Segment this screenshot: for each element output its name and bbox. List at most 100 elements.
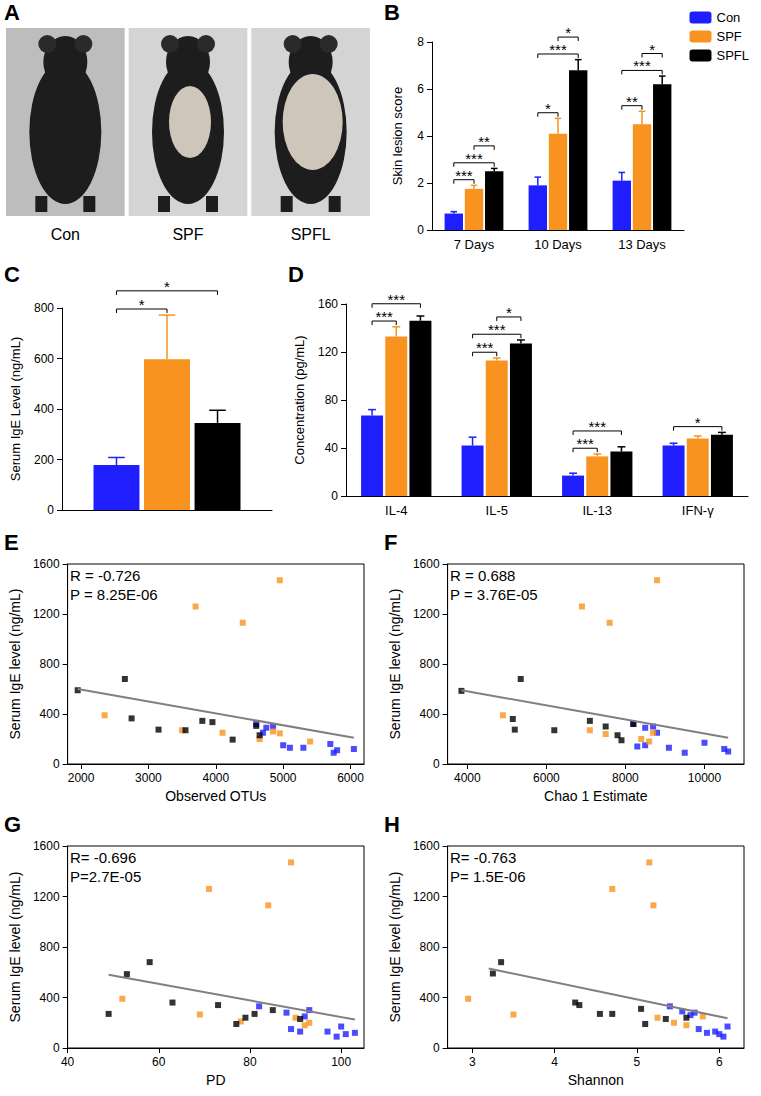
svg-text:7 Days: 7 Days <box>454 237 495 252</box>
svg-text:800: 800 <box>40 657 60 671</box>
svg-text:0: 0 <box>47 503 54 517</box>
svg-text:600: 600 <box>34 352 54 366</box>
svg-text:R = -0.726: R = -0.726 <box>70 567 140 584</box>
svg-text:R = 0.688: R = 0.688 <box>450 567 515 584</box>
svg-text:6000: 6000 <box>533 771 560 785</box>
svg-text:10000: 10000 <box>688 771 722 785</box>
svg-text:13 Days: 13 Days <box>618 237 666 252</box>
svg-text:5000: 5000 <box>270 771 297 785</box>
svg-text:Serum IgE Level (ng/mL): Serum IgE Level (ng/mL) <box>8 337 23 482</box>
svg-text:6: 6 <box>417 82 424 96</box>
svg-text:Skin lesion score: Skin lesion score <box>390 87 405 185</box>
svg-text:Con: Con <box>51 226 80 243</box>
svg-text:8000: 8000 <box>612 771 639 785</box>
svg-text:1600: 1600 <box>33 557 60 571</box>
svg-text:1600: 1600 <box>413 557 440 571</box>
svg-text:***: *** <box>465 150 483 167</box>
svg-text:0: 0 <box>53 1041 60 1055</box>
svg-text:120: 120 <box>318 345 338 359</box>
svg-text:400: 400 <box>40 707 60 721</box>
svg-text:*: * <box>695 414 701 431</box>
svg-text:40: 40 <box>61 1055 75 1069</box>
svg-text:2: 2 <box>417 176 424 190</box>
svg-text:1600: 1600 <box>33 839 60 853</box>
svg-text:3: 3 <box>469 1055 476 1069</box>
svg-text:4000: 4000 <box>202 771 229 785</box>
svg-text:*: * <box>506 304 512 321</box>
svg-text:800: 800 <box>40 940 60 954</box>
svg-text:***: *** <box>576 435 594 452</box>
svg-text:0: 0 <box>53 757 60 771</box>
svg-text:3000: 3000 <box>135 771 162 785</box>
svg-text:*: * <box>649 41 655 58</box>
svg-text:***: *** <box>633 57 651 74</box>
svg-text:Shannon: Shannon <box>568 1072 624 1088</box>
svg-text:800: 800 <box>420 940 440 954</box>
svg-text:P = 3.76E-05: P = 3.76E-05 <box>450 586 538 603</box>
svg-text:***: *** <box>476 339 494 356</box>
svg-text:10 Days: 10 Days <box>534 237 582 252</box>
svg-text:0: 0 <box>433 757 440 771</box>
svg-text:Serum IgE level (ng/mL): Serum IgE level (ng/mL) <box>7 872 23 1023</box>
svg-text:1200: 1200 <box>413 607 440 621</box>
svg-text:SPFL: SPFL <box>716 48 749 63</box>
svg-text:Serum IgE level (ng/mL): Serum IgE level (ng/mL) <box>387 872 403 1023</box>
svg-text:Serum IgE level (ng/mL): Serum IgE level (ng/mL) <box>7 589 23 740</box>
svg-text:SPF: SPF <box>172 226 203 243</box>
svg-text:80: 80 <box>325 393 339 407</box>
svg-text:***: *** <box>375 308 393 325</box>
svg-text:SPF: SPF <box>716 29 741 44</box>
svg-text:Con: Con <box>716 10 740 25</box>
svg-text:*: * <box>139 296 145 313</box>
svg-text:1200: 1200 <box>33 607 60 621</box>
svg-text:IL-5: IL-5 <box>486 503 508 518</box>
svg-text:800: 800 <box>34 301 54 315</box>
svg-text:2000: 2000 <box>68 771 95 785</box>
svg-text:**: ** <box>626 93 638 110</box>
svg-text:0: 0 <box>331 489 338 503</box>
svg-text:***: *** <box>455 167 473 184</box>
svg-text:*: * <box>545 100 551 117</box>
svg-text:80: 80 <box>243 1055 257 1069</box>
svg-text:6000: 6000 <box>337 771 364 785</box>
svg-text:R= -0.696: R= -0.696 <box>70 849 136 866</box>
svg-text:800: 800 <box>420 657 440 671</box>
svg-text:*: * <box>565 24 571 41</box>
svg-text:*: * <box>164 278 170 295</box>
svg-text:6: 6 <box>716 1055 723 1069</box>
svg-text:Serum IgE level (ng/mL): Serum IgE level (ng/mL) <box>387 589 403 740</box>
svg-text:0: 0 <box>417 223 424 237</box>
svg-text:Concentration (pg/mL): Concentration (pg/mL) <box>292 335 307 464</box>
svg-text:160: 160 <box>318 297 338 311</box>
svg-text:60: 60 <box>152 1055 166 1069</box>
svg-text:P= 1.5E-06: P= 1.5E-06 <box>450 868 525 885</box>
svg-text:8: 8 <box>417 35 424 49</box>
svg-text:400: 400 <box>420 707 440 721</box>
svg-text:***: *** <box>549 41 567 58</box>
svg-text:PD: PD <box>206 1072 225 1088</box>
svg-text:40: 40 <box>325 441 339 455</box>
svg-text:400: 400 <box>34 402 54 416</box>
svg-text:IFN-γ: IFN-γ <box>682 503 714 518</box>
svg-text:1200: 1200 <box>33 890 60 904</box>
svg-text:4: 4 <box>417 129 424 143</box>
svg-text:0: 0 <box>433 1041 440 1055</box>
svg-text:***: *** <box>387 291 405 308</box>
svg-text:200: 200 <box>34 453 54 467</box>
svg-text:IL-13: IL-13 <box>582 503 612 518</box>
svg-text:***: *** <box>588 418 606 435</box>
svg-text:Observed OTUs: Observed OTUs <box>165 788 266 804</box>
svg-text:1600: 1600 <box>413 839 440 853</box>
svg-text:100: 100 <box>331 1055 351 1069</box>
svg-text:Chao 1 Estimate: Chao 1 Estimate <box>544 788 648 804</box>
svg-text:5: 5 <box>634 1055 641 1069</box>
svg-text:P = 8.25E-06: P = 8.25E-06 <box>70 586 158 603</box>
svg-text:***: *** <box>488 321 506 338</box>
svg-text:SPFL: SPFL <box>291 226 331 243</box>
svg-text:P=2.7E-05: P=2.7E-05 <box>70 868 141 885</box>
svg-text:R= -0.763: R= -0.763 <box>450 849 516 866</box>
svg-text:4000: 4000 <box>454 771 481 785</box>
svg-text:4: 4 <box>551 1055 558 1069</box>
svg-text:400: 400 <box>420 991 440 1005</box>
svg-text:IL-4: IL-4 <box>385 503 407 518</box>
